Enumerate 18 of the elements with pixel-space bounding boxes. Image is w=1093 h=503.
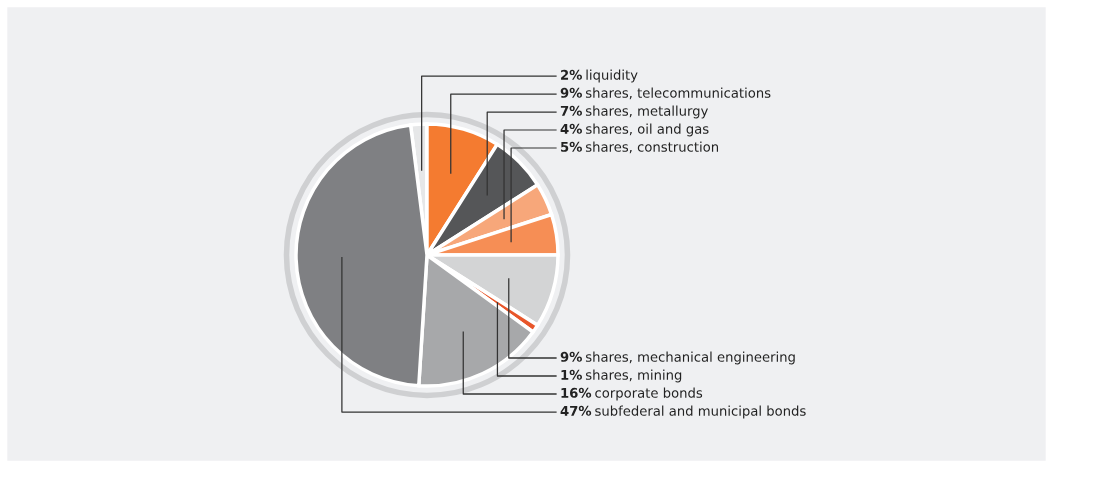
data-label: 9%	[560, 351, 582, 362]
data-label: 4%	[560, 123, 582, 134]
slice-label: shares, construction	[585, 141, 719, 154]
data-label: 9%	[560, 87, 582, 98]
slice-label: shares, oil and gas	[586, 123, 709, 137]
data-label: 5%	[561, 141, 582, 152]
slice-label: corporate bonds	[595, 387, 703, 401]
slice-label: liquidity	[586, 69, 638, 83]
data-label: 47%	[560, 405, 592, 416]
slice-label: shares, mechanical engineering	[585, 351, 795, 365]
data-label: 1%	[561, 369, 582, 380]
slice-label: subfederal and municipal bonds	[595, 405, 806, 419]
slice-label: shares, metallurgy	[585, 105, 708, 119]
slice-label: shares, telecommunications	[585, 87, 771, 100]
slice-label: shares, mining	[585, 369, 682, 383]
data-label: 16%	[561, 387, 592, 398]
data-label: 7%	[560, 105, 582, 116]
data-label: 2%	[561, 69, 582, 80]
